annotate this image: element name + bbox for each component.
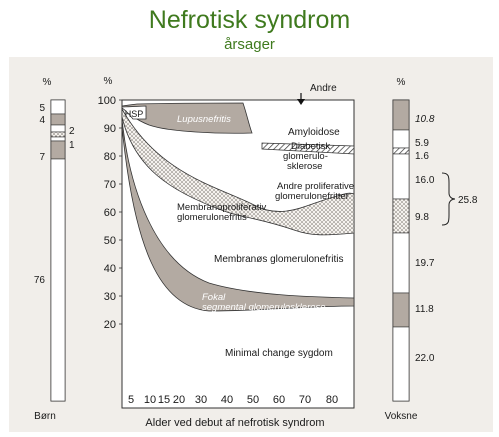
label-mpgn: Membranoproliferativ glomerulonefritis [177, 202, 269, 223]
children-segment-hsp [50, 113, 66, 126]
figure-panel: % 5 4 2 1 7 76 Børn % [9, 57, 493, 432]
adults-bracket [441, 172, 456, 226]
x-tick-30: 30 [195, 394, 207, 406]
y-tick-70: 70 [104, 179, 116, 191]
region-hsp [121, 105, 147, 120]
adults-label-19-7: 19.7 [415, 258, 435, 269]
children-segment-other-proliferative [50, 124, 66, 133]
label-fsgs: Fokal segmental glomerulosklerose [202, 292, 326, 313]
adults-name-label: Voksne [385, 411, 418, 422]
adults-label-10-8: 10.8 [415, 114, 435, 125]
area-chart: % 100 90 80 70 [98, 76, 357, 429]
children-unit-label: % [43, 77, 52, 88]
label-other-proliferative: Andre proliferative glomerulonefritter [275, 181, 357, 202]
region-mpgn [121, 107, 355, 236]
region-fsgs [121, 118, 355, 312]
label-diabetic: Diabetisk glomerulo- sklerose [283, 141, 333, 172]
x-tick-70: 70 [299, 394, 311, 406]
adults-segment-membranous [392, 232, 410, 294]
adults-label-22-0: 22.0 [415, 353, 435, 364]
adults-segment-lupus [392, 99, 410, 131]
x-tick-15: 15 [158, 394, 170, 406]
y-tick-80: 80 [104, 151, 116, 163]
y-axis-unit: % [104, 76, 113, 87]
label-andre: Andre [310, 83, 337, 94]
adults-segment-minimal-change [392, 326, 410, 402]
y-axis-ticks [119, 99, 122, 325]
children-segment-minimal-change [50, 158, 66, 402]
label-lupus: Lupusnefritis [177, 114, 231, 125]
y-tick-50: 50 [104, 235, 116, 247]
region-lupus [121, 102, 253, 134]
children-segment-fsgs [50, 140, 66, 160]
children-label-7: 7 [39, 152, 45, 163]
adults-label-16-0: 16.0 [415, 175, 435, 186]
region-diabetic [261, 142, 355, 155]
adults-segment-other-proliferative [392, 153, 410, 200]
adults-bracket-value: 25.8 [458, 195, 478, 206]
children-bar: % 5 4 2 1 7 76 Børn [34, 77, 75, 422]
andre-arrow-head [297, 99, 305, 105]
label-membranous: Membranøs glomerulonefritis [214, 254, 344, 265]
adults-label-5-9: 5.9 [415, 138, 429, 149]
y-tick-100: 100 [98, 95, 116, 107]
children-label-5: 5 [39, 103, 45, 114]
x-tick-60: 60 [273, 394, 285, 406]
x-tick-10: 10 [144, 394, 156, 406]
label-hsp: HSP [125, 109, 144, 119]
y-tick-60: 60 [104, 207, 116, 219]
y-tick-40: 40 [104, 263, 116, 275]
adults-label-11-8: 11.8 [415, 304, 434, 315]
children-label-4: 4 [39, 115, 45, 126]
x-tick-80: 80 [326, 394, 338, 406]
children-label-76: 76 [34, 275, 46, 286]
slide-title: Nefrotisk syndrom [148, 6, 351, 34]
adults-segment-mpgn [392, 198, 410, 234]
x-tick-5: 5 [128, 394, 134, 406]
children-segment-andre [50, 99, 66, 115]
children-name-label: Børn [34, 411, 56, 422]
x-tick-40: 40 [221, 394, 233, 406]
adults-bar: % 10.8 5.9 1.6 16.0 9.8 19.7 11.8 22.0 2… [385, 77, 478, 422]
label-amyloidose: Amyloidose [288, 127, 340, 138]
adults-segment-fsgs [392, 292, 410, 328]
adults-unit-label: % [397, 77, 406, 88]
adults-label-9-8: 9.8 [415, 212, 429, 223]
children-label-2: 2 [69, 126, 75, 137]
children-segment-mpgn [50, 131, 66, 138]
children-segment-membranous [50, 136, 66, 142]
chart-svg: % 5 4 2 1 7 76 Børn % [34, 76, 478, 429]
y-tick-20: 20 [104, 319, 116, 331]
x-tick-20: 20 [173, 394, 185, 406]
y-tick-30: 30 [104, 291, 116, 303]
adults-label-1-6: 1.6 [415, 151, 429, 162]
adults-segment-diabetic [392, 147, 410, 155]
adults-segment-amyloid [392, 129, 410, 149]
slide-subtitle: årsager [224, 36, 275, 53]
y-tick-90: 90 [104, 123, 116, 135]
children-label-1: 1 [69, 140, 75, 151]
x-tick-50: 50 [247, 394, 259, 406]
x-axis-label: Alder ved debut af nefrotisk syndrom [145, 417, 324, 429]
label-minimal-change: Minimal change sygdom [225, 348, 333, 359]
